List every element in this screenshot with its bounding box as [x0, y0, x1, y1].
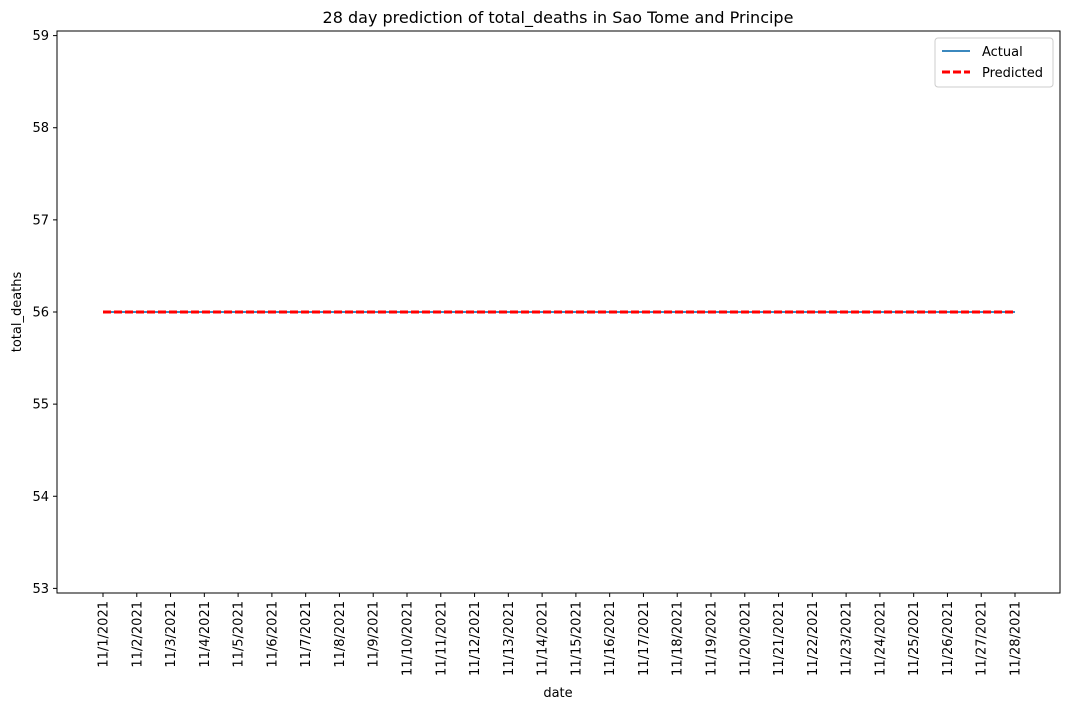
x-tick-label: 11/19/2021 — [705, 601, 720, 676]
x-axis: 11/1/2021 11/2/2021 11/3/2021 11/4/2021 11/5… — [97, 593, 1024, 676]
legend: Actual Predicted — [934, 37, 1054, 88]
y-tick-label: 54 — [32, 490, 49, 505]
chart-title: 28 day prediction of total_deaths in Sao… — [323, 8, 794, 28]
x-tick-label: 11/16/2021 — [603, 601, 618, 676]
x-tick-label: 11/20/2021 — [738, 601, 753, 676]
y-tick-label: 59 — [32, 29, 49, 44]
x-tick-label: 11/18/2021 — [671, 601, 686, 676]
x-tick-label: 11/6/2021 — [265, 601, 280, 668]
legend-label-predicted: Predicted — [982, 66, 1043, 81]
y-axis: 53 54 55 56 57 58 59 — [32, 29, 57, 597]
y-tick-label: 56 — [32, 306, 49, 321]
x-tick-label: 11/26/2021 — [941, 601, 956, 676]
x-tick-label: 11/14/2021 — [536, 601, 551, 676]
x-tick-label: 11/10/2021 — [401, 601, 416, 676]
x-tick-label: 11/21/2021 — [772, 601, 787, 676]
x-tick-label: 11/23/2021 — [840, 601, 855, 676]
x-tick-label: 11/17/2021 — [637, 601, 652, 676]
x-tick-label: 11/8/2021 — [333, 601, 348, 668]
y-tick-label: 57 — [32, 213, 49, 228]
y-tick-label: 53 — [32, 582, 49, 597]
x-tick-label: 11/22/2021 — [806, 601, 821, 676]
x-tick-label: 11/15/2021 — [569, 601, 584, 676]
y-tick-label: 55 — [32, 398, 49, 413]
x-tick-label: 11/1/2021 — [97, 601, 112, 668]
y-axis-label: total_deaths — [10, 272, 25, 353]
x-tick-label: 11/27/2021 — [975, 601, 990, 676]
y-tick-label: 58 — [32, 121, 49, 136]
x-tick-label: 11/3/2021 — [164, 601, 179, 668]
x-tick-label: 11/28/2021 — [1009, 601, 1024, 676]
x-tick-label: 11/11/2021 — [434, 601, 449, 676]
legend-label-actual: Actual — [982, 45, 1023, 60]
x-tick-label: 11/24/2021 — [873, 601, 888, 676]
x-tick-label: 11/9/2021 — [367, 601, 382, 668]
x-tick-label: 11/4/2021 — [198, 601, 213, 668]
x-tick-label: 11/5/2021 — [232, 601, 247, 668]
x-tick-label: 11/25/2021 — [907, 601, 922, 676]
x-tick-label: 11/13/2021 — [502, 601, 517, 676]
x-tick-label: 11/2/2021 — [130, 601, 145, 668]
x-tick-label: 11/12/2021 — [468, 601, 483, 676]
x-axis-label: date — [543, 686, 572, 701]
x-tick-label: 11/7/2021 — [299, 601, 314, 668]
